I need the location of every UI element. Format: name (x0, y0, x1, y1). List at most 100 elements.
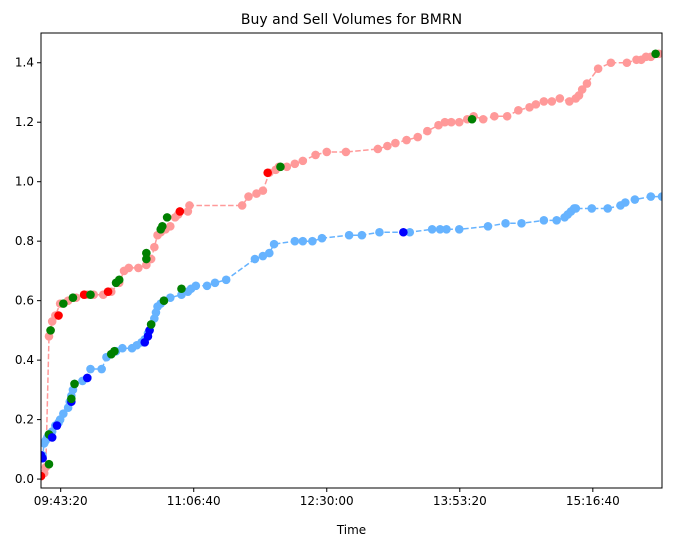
series-0-point (539, 97, 549, 106)
highlight-marker (68, 293, 78, 302)
highlight-marker (276, 162, 285, 172)
series-0-point (244, 192, 253, 201)
series-0-point (237, 201, 247, 210)
series-1-point (427, 224, 437, 234)
series-0-point (478, 114, 488, 124)
series-0-point (298, 156, 308, 166)
x-tick-label: 12:30:00 (300, 494, 354, 508)
highlight-marker (467, 114, 477, 124)
series-1-point (442, 224, 451, 234)
x-tick-label: 11:06:40 (167, 494, 221, 508)
series-0-point (525, 103, 534, 112)
plot-frame (40, 32, 663, 489)
x-tick-label: 13:53:20 (433, 494, 487, 508)
series-1-point (405, 227, 415, 237)
highlight-marker (114, 275, 124, 285)
series-1-point (375, 227, 384, 237)
series-1-point (501, 219, 510, 228)
highlight-marker (142, 248, 151, 258)
series-1-point (603, 204, 613, 213)
series-1-point (258, 251, 268, 261)
series-0-point (490, 111, 499, 121)
series-1-point (290, 236, 300, 246)
series-0-point (555, 94, 565, 103)
highlight-marker (175, 207, 185, 216)
chart-title: Buy and Sell Volumes for BMRN (241, 12, 462, 28)
series-1-point (59, 409, 68, 418)
highlight-marker (142, 254, 151, 264)
highlight-marker (52, 421, 62, 430)
series-0-point (252, 189, 261, 198)
series-1-point (454, 224, 464, 234)
highlight-marker (47, 433, 57, 442)
series-1-point (202, 281, 212, 291)
highlight-marker (41, 453, 47, 463)
series-0-point (434, 120, 443, 130)
series-0-point (322, 147, 332, 157)
series-1-point (308, 236, 317, 246)
series-0-point (423, 126, 432, 136)
series-0-point (547, 97, 557, 106)
highlight-marker (59, 299, 68, 308)
plot-content (41, 49, 662, 481)
series-1-point (620, 198, 630, 207)
series-0-point (593, 64, 603, 73)
series-0-point (454, 117, 464, 127)
series-0-point (440, 117, 450, 127)
highlight-marker (177, 284, 186, 294)
series-0-point (258, 186, 268, 195)
highlight-marker (41, 471, 46, 481)
series-1-point (344, 230, 354, 240)
y-tick-label: 1.0 (15, 175, 34, 189)
series-0-point (606, 58, 616, 68)
series-1-point (657, 192, 662, 201)
series-1-point (435, 224, 445, 234)
series-0-point (514, 106, 523, 115)
series-0-point (446, 117, 456, 127)
series-1-point (483, 222, 493, 231)
series-0-point (134, 263, 143, 273)
series-1-point (250, 254, 260, 264)
series-0-point (124, 263, 134, 273)
y-tick-label: 0.6 (15, 294, 34, 308)
highlight-marker (54, 311, 63, 320)
series-0-point (185, 201, 194, 210)
series-1-point (191, 281, 201, 291)
series-1-point (646, 192, 656, 201)
series-0-point (622, 58, 632, 68)
series-1-point (630, 195, 640, 204)
series-1-point (357, 230, 367, 240)
y-tick-label: 0.0 (15, 472, 34, 486)
series-0-point (282, 162, 292, 172)
highlight-marker (159, 296, 169, 305)
highlight-marker (70, 379, 79, 389)
series-0-point (166, 222, 175, 231)
series-0-point (402, 135, 411, 145)
y-tick-label: 0.8 (15, 234, 34, 248)
series-1-point (264, 248, 274, 258)
series-1-point (552, 216, 561, 225)
y-tick-label: 0.4 (15, 353, 34, 367)
highlight-marker (82, 373, 92, 383)
highlight-marker (651, 49, 660, 59)
highlight-marker (146, 320, 156, 329)
series-1-point (221, 275, 231, 285)
series-0-point (290, 159, 300, 169)
series-1-point (571, 204, 581, 213)
series-0-point (391, 138, 400, 148)
highlight-marker (86, 290, 95, 299)
highlight-marker (67, 394, 76, 404)
series-0-point (582, 79, 592, 88)
series-1-point (298, 236, 308, 246)
highlight-marker (263, 168, 272, 178)
series-0-point (531, 100, 541, 109)
highlight-marker (399, 227, 408, 237)
series-0-point (565, 97, 574, 106)
highlight-marker (79, 290, 89, 299)
series-0-line (41, 53, 660, 477)
series-1-point (97, 364, 106, 374)
y-tick-label: 0.2 (15, 413, 34, 427)
series-1-point (166, 293, 175, 302)
series-0-point (311, 150, 320, 160)
